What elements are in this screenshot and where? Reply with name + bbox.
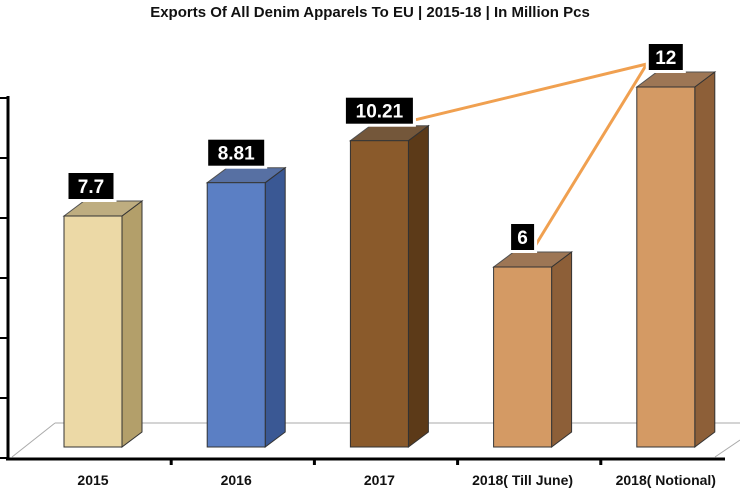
data-label-box: [511, 224, 535, 250]
connector-line: [531, 63, 649, 251]
data-label-box: [68, 173, 114, 199]
bar: [493, 266, 553, 448]
chart-title: Exports Of All Denim Apparels To EU | 20…: [150, 4, 590, 21]
x-tick-label: 2017: [364, 472, 395, 488]
bar: [349, 140, 409, 448]
bar-side: [551, 251, 573, 448]
bar-side: [121, 200, 143, 448]
bar-side: [694, 71, 716, 448]
floor-edge-right: [714, 439, 740, 458]
data-label: 8.81: [218, 144, 255, 165]
x-tick-label: 2018( Notional): [616, 472, 716, 488]
bar: [636, 86, 696, 448]
data-label-box: [345, 97, 413, 124]
bar: [63, 215, 123, 448]
data-label-box: [648, 44, 683, 70]
x-tick-label: 2016: [221, 472, 252, 488]
data-label: 12: [655, 48, 676, 69]
bar-side: [407, 124, 429, 448]
floor-edge: [11, 422, 56, 458]
connector-line: [415, 62, 648, 122]
data-label-box: [208, 139, 265, 166]
data-label: 10.21: [356, 102, 404, 123]
x-tick-label: 2015: [77, 472, 108, 488]
bar: [206, 182, 266, 448]
data-label: 6: [517, 228, 528, 249]
bar-side: [264, 166, 286, 448]
x-tick-label: 2018( Till June): [472, 472, 573, 488]
data-label: 7.7: [78, 177, 104, 198]
